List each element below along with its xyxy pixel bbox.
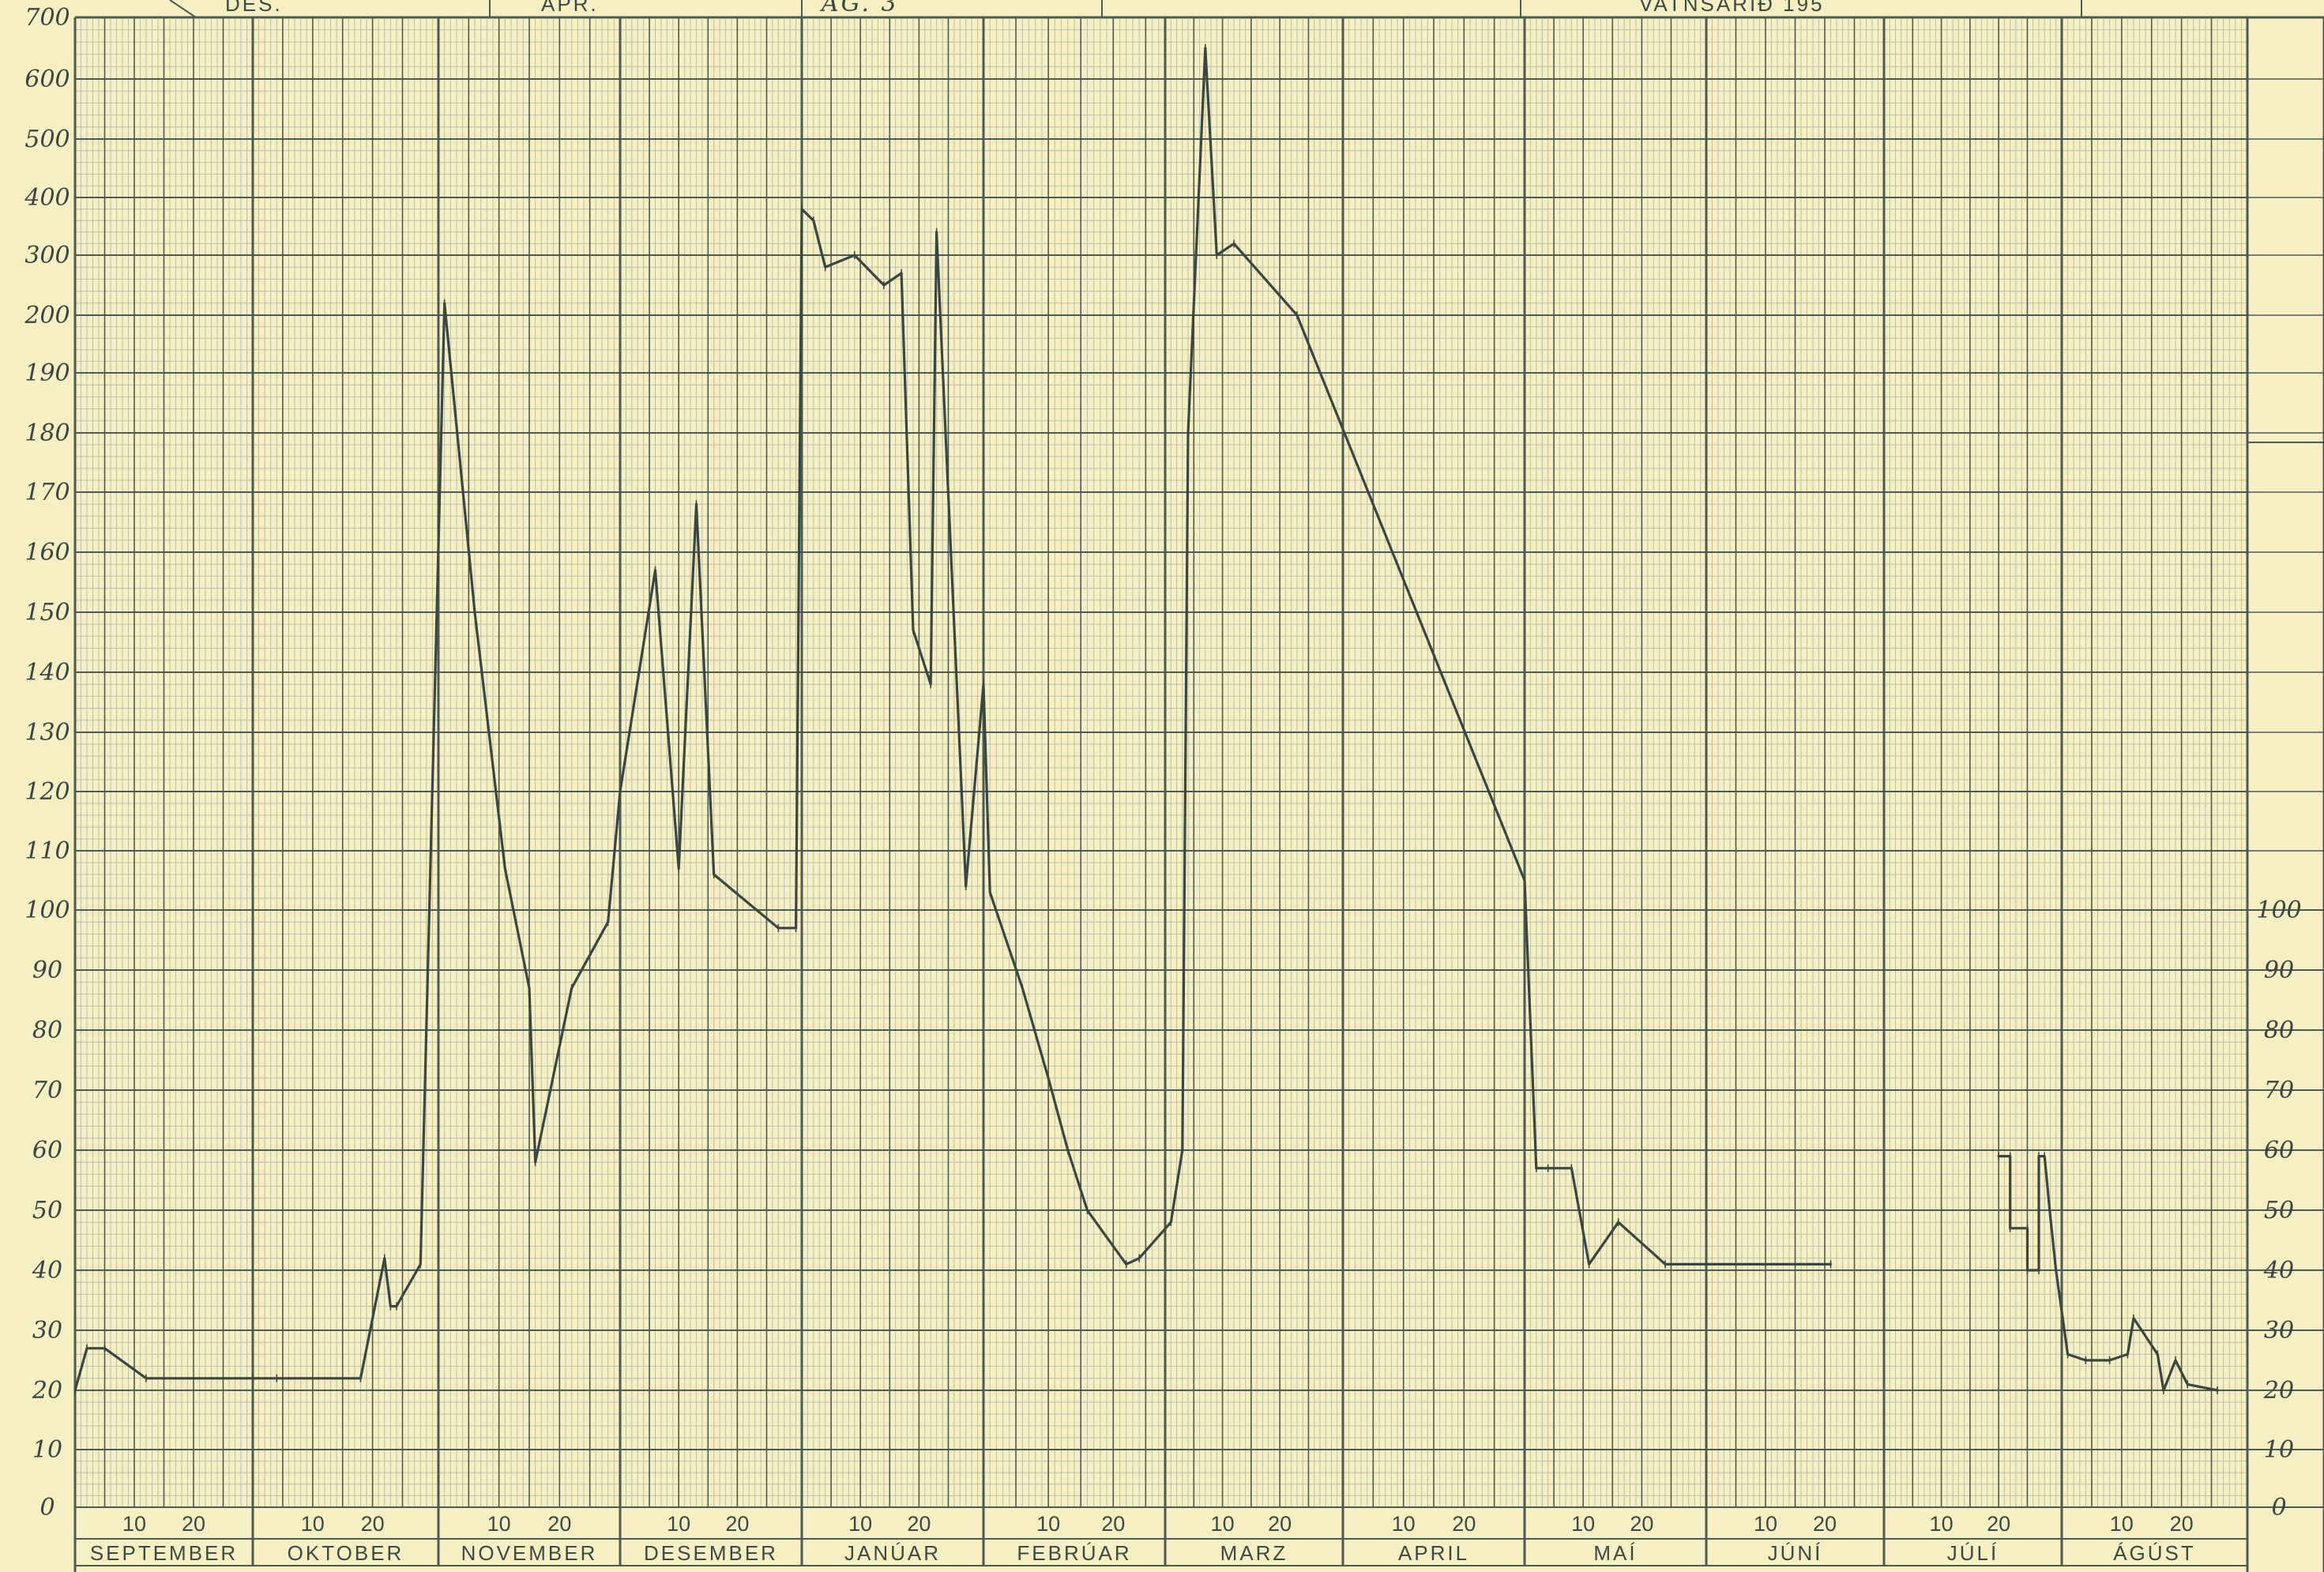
grid-major bbox=[73, 17, 2249, 1572]
x-day-tick-label: 10 bbox=[2110, 1512, 2134, 1536]
x-day-tick-label: 20 bbox=[547, 1512, 571, 1536]
x-day-tick-label: 20 bbox=[182, 1512, 205, 1536]
month-label: APRIL bbox=[1398, 1541, 1469, 1565]
x-day-tick-label: 10 bbox=[1754, 1512, 1777, 1536]
y-tick-label-left: 400 bbox=[24, 184, 70, 212]
x-day-tick-label: 10 bbox=[122, 1512, 146, 1536]
y-tick-label-left: 200 bbox=[24, 302, 70, 329]
x-day-tick-label: 20 bbox=[1452, 1512, 1476, 1536]
x-day-tick-label: 20 bbox=[1630, 1512, 1653, 1536]
month-label: SEPTEMBER bbox=[90, 1541, 238, 1565]
y-tick-label-right: 10 bbox=[2264, 1436, 2294, 1464]
x-day-tick-label: 10 bbox=[1211, 1512, 1235, 1536]
y-tick-label-left: 180 bbox=[24, 419, 70, 447]
x-day-tick-label: 10 bbox=[848, 1512, 872, 1536]
month-label: JÚLÍ bbox=[1947, 1541, 1999, 1565]
x-day-tick-label: 20 bbox=[361, 1512, 385, 1536]
y-tick-label-right: 80 bbox=[2264, 1017, 2294, 1044]
x-day-tick-label: 10 bbox=[1571, 1512, 1595, 1536]
y-tick-label-left: 130 bbox=[24, 719, 70, 747]
y-tick-label-right: 20 bbox=[2263, 1377, 2294, 1405]
series-line-1 bbox=[1997, 1155, 2219, 1392]
y-tick-label-left: 140 bbox=[24, 659, 70, 686]
y-tick-label-left: 20 bbox=[32, 1377, 62, 1405]
y-tick-label-left: 110 bbox=[24, 837, 70, 865]
y-tick-label-left: 120 bbox=[24, 778, 70, 806]
y-tick-label-left: 100 bbox=[24, 897, 70, 924]
header-des-label: DES. bbox=[225, 0, 283, 16]
x-day-tick-label: 10 bbox=[1036, 1512, 1060, 1536]
x-day-tick-label: 10 bbox=[1392, 1512, 1416, 1536]
y-tick-label-left: 150 bbox=[24, 599, 70, 626]
series-line-0 bbox=[73, 47, 1833, 1392]
month-label: JANÚAR bbox=[844, 1541, 941, 1565]
x-day-tick-label: 20 bbox=[1268, 1512, 1292, 1536]
month-label: JÚNÍ bbox=[1768, 1541, 1823, 1565]
right-margin-grid bbox=[2247, 17, 2324, 1572]
x-axis-day-ticks: 10 20 10 20 10 20 10 20 10 20 10 20 10 20 10 20 10 20 10 20… bbox=[122, 1512, 2194, 1536]
y-tick-label-left: 0 bbox=[39, 1494, 55, 1521]
x-day-tick-label: 20 bbox=[2170, 1512, 2194, 1536]
y-tick-label-right: 70 bbox=[2264, 1077, 2294, 1104]
x-day-tick-label: 20 bbox=[725, 1512, 749, 1536]
x-day-tick-label: 20 bbox=[1813, 1512, 1837, 1536]
y-tick-label-left: 300 bbox=[24, 242, 70, 269]
y-tick-label-left: 160 bbox=[24, 539, 70, 566]
y-tick-label-right: 40 bbox=[2263, 1257, 2294, 1284]
y-tick-label-right: 50 bbox=[2264, 1197, 2294, 1224]
y-tick-label-left: 500 bbox=[24, 126, 70, 153]
y-tick-label-right: 60 bbox=[2264, 1137, 2294, 1164]
month-label: DESEMBER bbox=[644, 1541, 778, 1565]
x-day-tick-label: 20 bbox=[1987, 1512, 2010, 1536]
y-tick-label-right: 100 bbox=[2256, 897, 2301, 924]
y-tick-label-left: 30 bbox=[32, 1317, 62, 1344]
y-tick-label-left: 60 bbox=[32, 1137, 62, 1164]
x-day-tick-label: 10 bbox=[301, 1512, 325, 1536]
y-tick-label-left: 600 bbox=[24, 66, 70, 93]
header-apr-label: APR. bbox=[541, 0, 599, 16]
month-label: MAÍ bbox=[1593, 1541, 1637, 1565]
x-day-tick-label: 10 bbox=[1930, 1512, 1954, 1536]
y-tick-label-left: 10 bbox=[32, 1436, 62, 1464]
x-day-tick-label: 20 bbox=[1101, 1512, 1125, 1536]
month-label: FEBRÚAR bbox=[1017, 1541, 1131, 1565]
y-tick-label-left: 170 bbox=[24, 479, 70, 506]
y-axis-left: 0 10 20 30 40 50 60 70 80 90 100 110 120 130 140 150 160… bbox=[24, 4, 70, 1521]
y-tick-label-left: 40 bbox=[32, 1257, 62, 1284]
y-tick-label-left: 80 bbox=[32, 1017, 62, 1044]
data-series bbox=[73, 44, 2219, 1394]
header-ag-label: AG. 3 bbox=[819, 0, 899, 17]
month-label: NOVEMBER bbox=[461, 1541, 598, 1565]
x-axis-months: SEPTEMBER OKTOBER NOVEMBER DESEMBER JANÚAR FE… bbox=[90, 1541, 2196, 1565]
month-label: MARZ bbox=[1220, 1541, 1288, 1565]
y-tick-label-left: 90 bbox=[32, 957, 62, 984]
x-day-tick-label: 10 bbox=[487, 1512, 511, 1536]
month-label: ÁGÚST bbox=[2113, 1541, 2196, 1565]
month-label: OKTOBER bbox=[288, 1541, 404, 1565]
x-day-tick-label: 10 bbox=[667, 1512, 690, 1536]
y-tick-label-left: 50 bbox=[32, 1197, 62, 1224]
y-tick-label-left: 70 bbox=[32, 1077, 62, 1104]
y-axis-right: 0 10 20 30 40 50 60 70 80 90 100 bbox=[2256, 897, 2301, 1521]
header-title: VATNSARIÐ 195 bbox=[1639, 0, 1825, 16]
y-tick-label-left: 700 bbox=[24, 4, 70, 32]
y-tick-label-right: 0 bbox=[2271, 1494, 2286, 1521]
y-tick-label-left: 190 bbox=[24, 359, 70, 387]
y-tick-label-right: 30 bbox=[2264, 1317, 2294, 1344]
x-day-tick-label: 20 bbox=[907, 1512, 931, 1536]
y-tick-label-right: 90 bbox=[2264, 957, 2294, 984]
